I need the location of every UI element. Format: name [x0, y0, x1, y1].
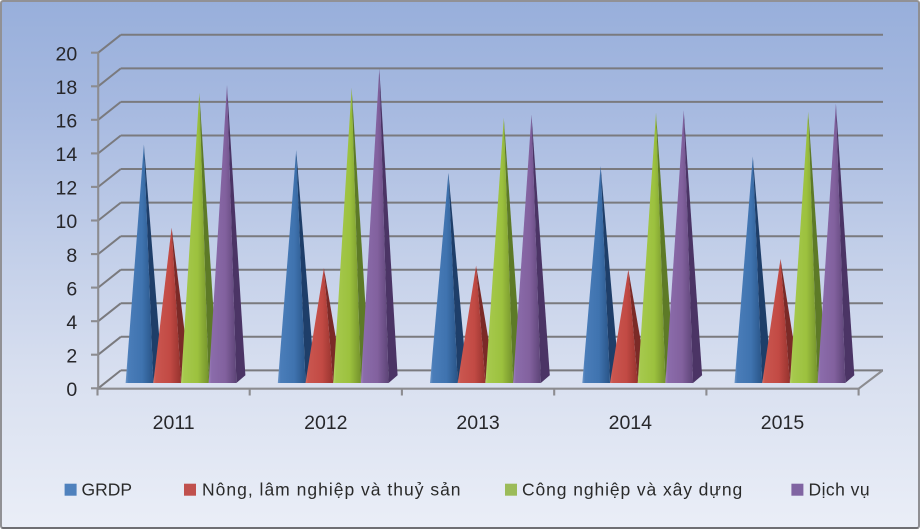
svg-text:Công nghiệp và xây dựng: Công nghiệp và xây dựng: [522, 480, 743, 500]
svg-text:2011: 2011: [153, 412, 195, 434]
svg-text:GRDP: GRDP: [82, 480, 133, 500]
svg-text:Nông, lâm nghiệp và thuỷ sản: Nông, lâm nghiệp và thuỷ sản: [202, 480, 462, 500]
svg-text:20: 20: [55, 43, 77, 65]
svg-text:2: 2: [66, 345, 77, 367]
svg-text:12: 12: [55, 178, 77, 200]
svg-text:16: 16: [55, 111, 77, 133]
svg-text:Dịch vụ: Dịch vụ: [809, 480, 871, 500]
svg-text:14: 14: [55, 144, 77, 166]
svg-text:2012: 2012: [304, 412, 347, 434]
svg-text:2014: 2014: [609, 412, 653, 434]
svg-text:10: 10: [55, 211, 77, 233]
svg-text:2015: 2015: [761, 412, 805, 434]
svg-text:4: 4: [66, 312, 77, 334]
svg-text:0: 0: [66, 379, 77, 401]
svg-text:18: 18: [55, 77, 77, 99]
svg-text:2013: 2013: [456, 412, 499, 434]
svg-text:8: 8: [66, 245, 77, 267]
svg-text:6: 6: [66, 278, 77, 300]
